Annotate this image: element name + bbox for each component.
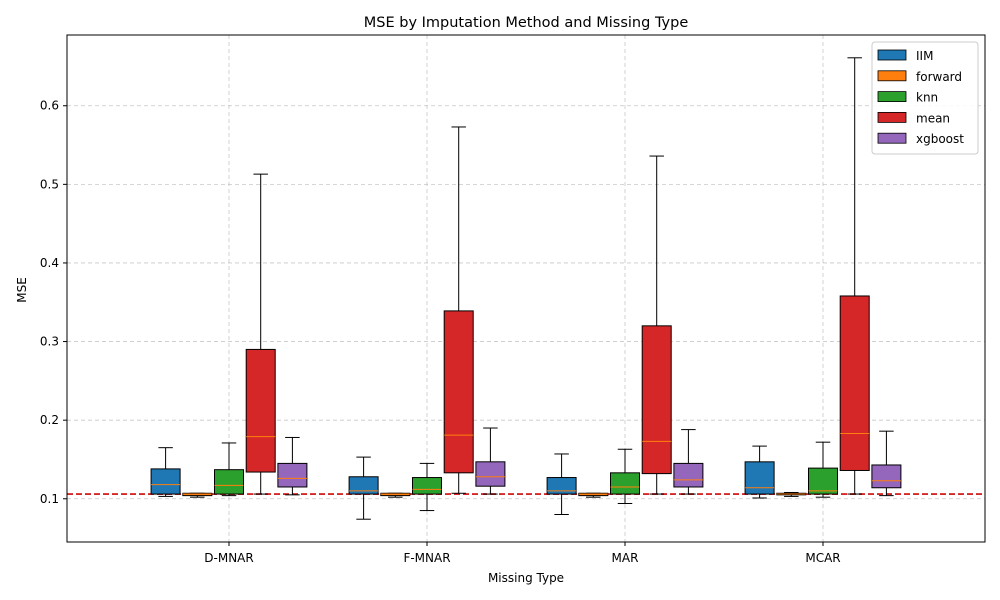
box-xgboost-mar: [673, 429, 704, 495]
y-tick-label: 0.3: [40, 335, 59, 349]
x-tick-label: D-MNAR: [204, 551, 253, 565]
box-iim-f-mnar: [348, 456, 379, 520]
legend: IIM forward knn mean xgboost: [871, 41, 979, 155]
box-iim-d-mnar: [150, 447, 181, 497]
box-knn-mcar: [808, 441, 838, 498]
box-forward-d-mnar: [182, 492, 213, 498]
box-forward-mcar: [776, 491, 807, 497]
x-axis-label: Missing Type: [488, 571, 564, 585]
box-knn-mar: [610, 448, 640, 504]
box-forward-mar: [578, 492, 609, 498]
box-forward-f-mnar: [380, 492, 411, 498]
legend-swatch-mean: [877, 112, 907, 123]
y-axis-label: MSE: [15, 277, 29, 303]
chart-title: MSE by Imputation Method and Missing Typ…: [364, 15, 689, 31]
box-body: [839, 295, 870, 471]
box-body: [475, 461, 506, 487]
legend-swatch-xgboost: [877, 132, 907, 144]
box-body: [277, 462, 308, 488]
x-tick-label: F-MNAR: [403, 551, 450, 565]
legend-label-forward: forward: [916, 70, 962, 84]
y-tick-label: 0.1: [40, 492, 59, 506]
box-mean-d-mnar: [245, 173, 276, 495]
x-tick-label: MCAR: [805, 551, 840, 565]
box-body: [412, 477, 442, 495]
box-body: [610, 472, 640, 495]
legend-label-xgboost: xgboost: [916, 132, 964, 146]
box-body: [443, 310, 474, 474]
y-axis: 0.1 0.2 0.3 0.4 0.5 0.6: [40, 99, 67, 506]
box-xgboost-f-mnar: [475, 427, 506, 495]
legend-label-mean: mean: [916, 111, 950, 125]
box-body: [214, 469, 244, 495]
box-iim-mcar: [744, 445, 775, 499]
box-xgboost-d-mnar: [277, 436, 308, 496]
box-body: [546, 477, 577, 495]
legend-label-iim: IIM: [916, 49, 933, 63]
box-iim-mar: [546, 453, 577, 515]
legend-swatch-forward: [877, 70, 907, 82]
x-axis: D-MNAR F-MNAR MAR MCAR: [204, 542, 841, 565]
legend-swatch-knn: [877, 91, 907, 102]
box-body: [641, 325, 672, 475]
y-tick-label: 0.5: [40, 177, 59, 191]
box-body: [245, 348, 276, 473]
box-xgboost-mcar: [871, 430, 902, 497]
box-body: [871, 464, 902, 489]
legend-swatch-iim: [877, 49, 907, 61]
y-tick-label: 0.6: [40, 99, 59, 113]
box-body: [744, 461, 775, 495]
legend-box: [871, 41, 979, 155]
plot-area-frame: [66, 34, 986, 543]
box-plots: [150, 57, 902, 520]
x-tick-label: MAR: [612, 551, 639, 565]
box-body: [348, 476, 379, 495]
box-body: [673, 462, 704, 488]
box-mean-mcar: [839, 57, 870, 495]
gridlines: [67, 35, 985, 542]
y-tick-label: 0.2: [40, 413, 59, 427]
box-knn-d-mnar: [214, 442, 244, 497]
legend-label-knn: knn: [916, 91, 938, 105]
y-tick-label: 0.4: [40, 256, 59, 270]
box-knn-f-mnar: [412, 462, 442, 512]
box-body: [808, 467, 838, 495]
box-mean-mar: [641, 155, 672, 495]
box-mean-f-mnar: [443, 126, 474, 494]
box-body: [150, 468, 181, 495]
